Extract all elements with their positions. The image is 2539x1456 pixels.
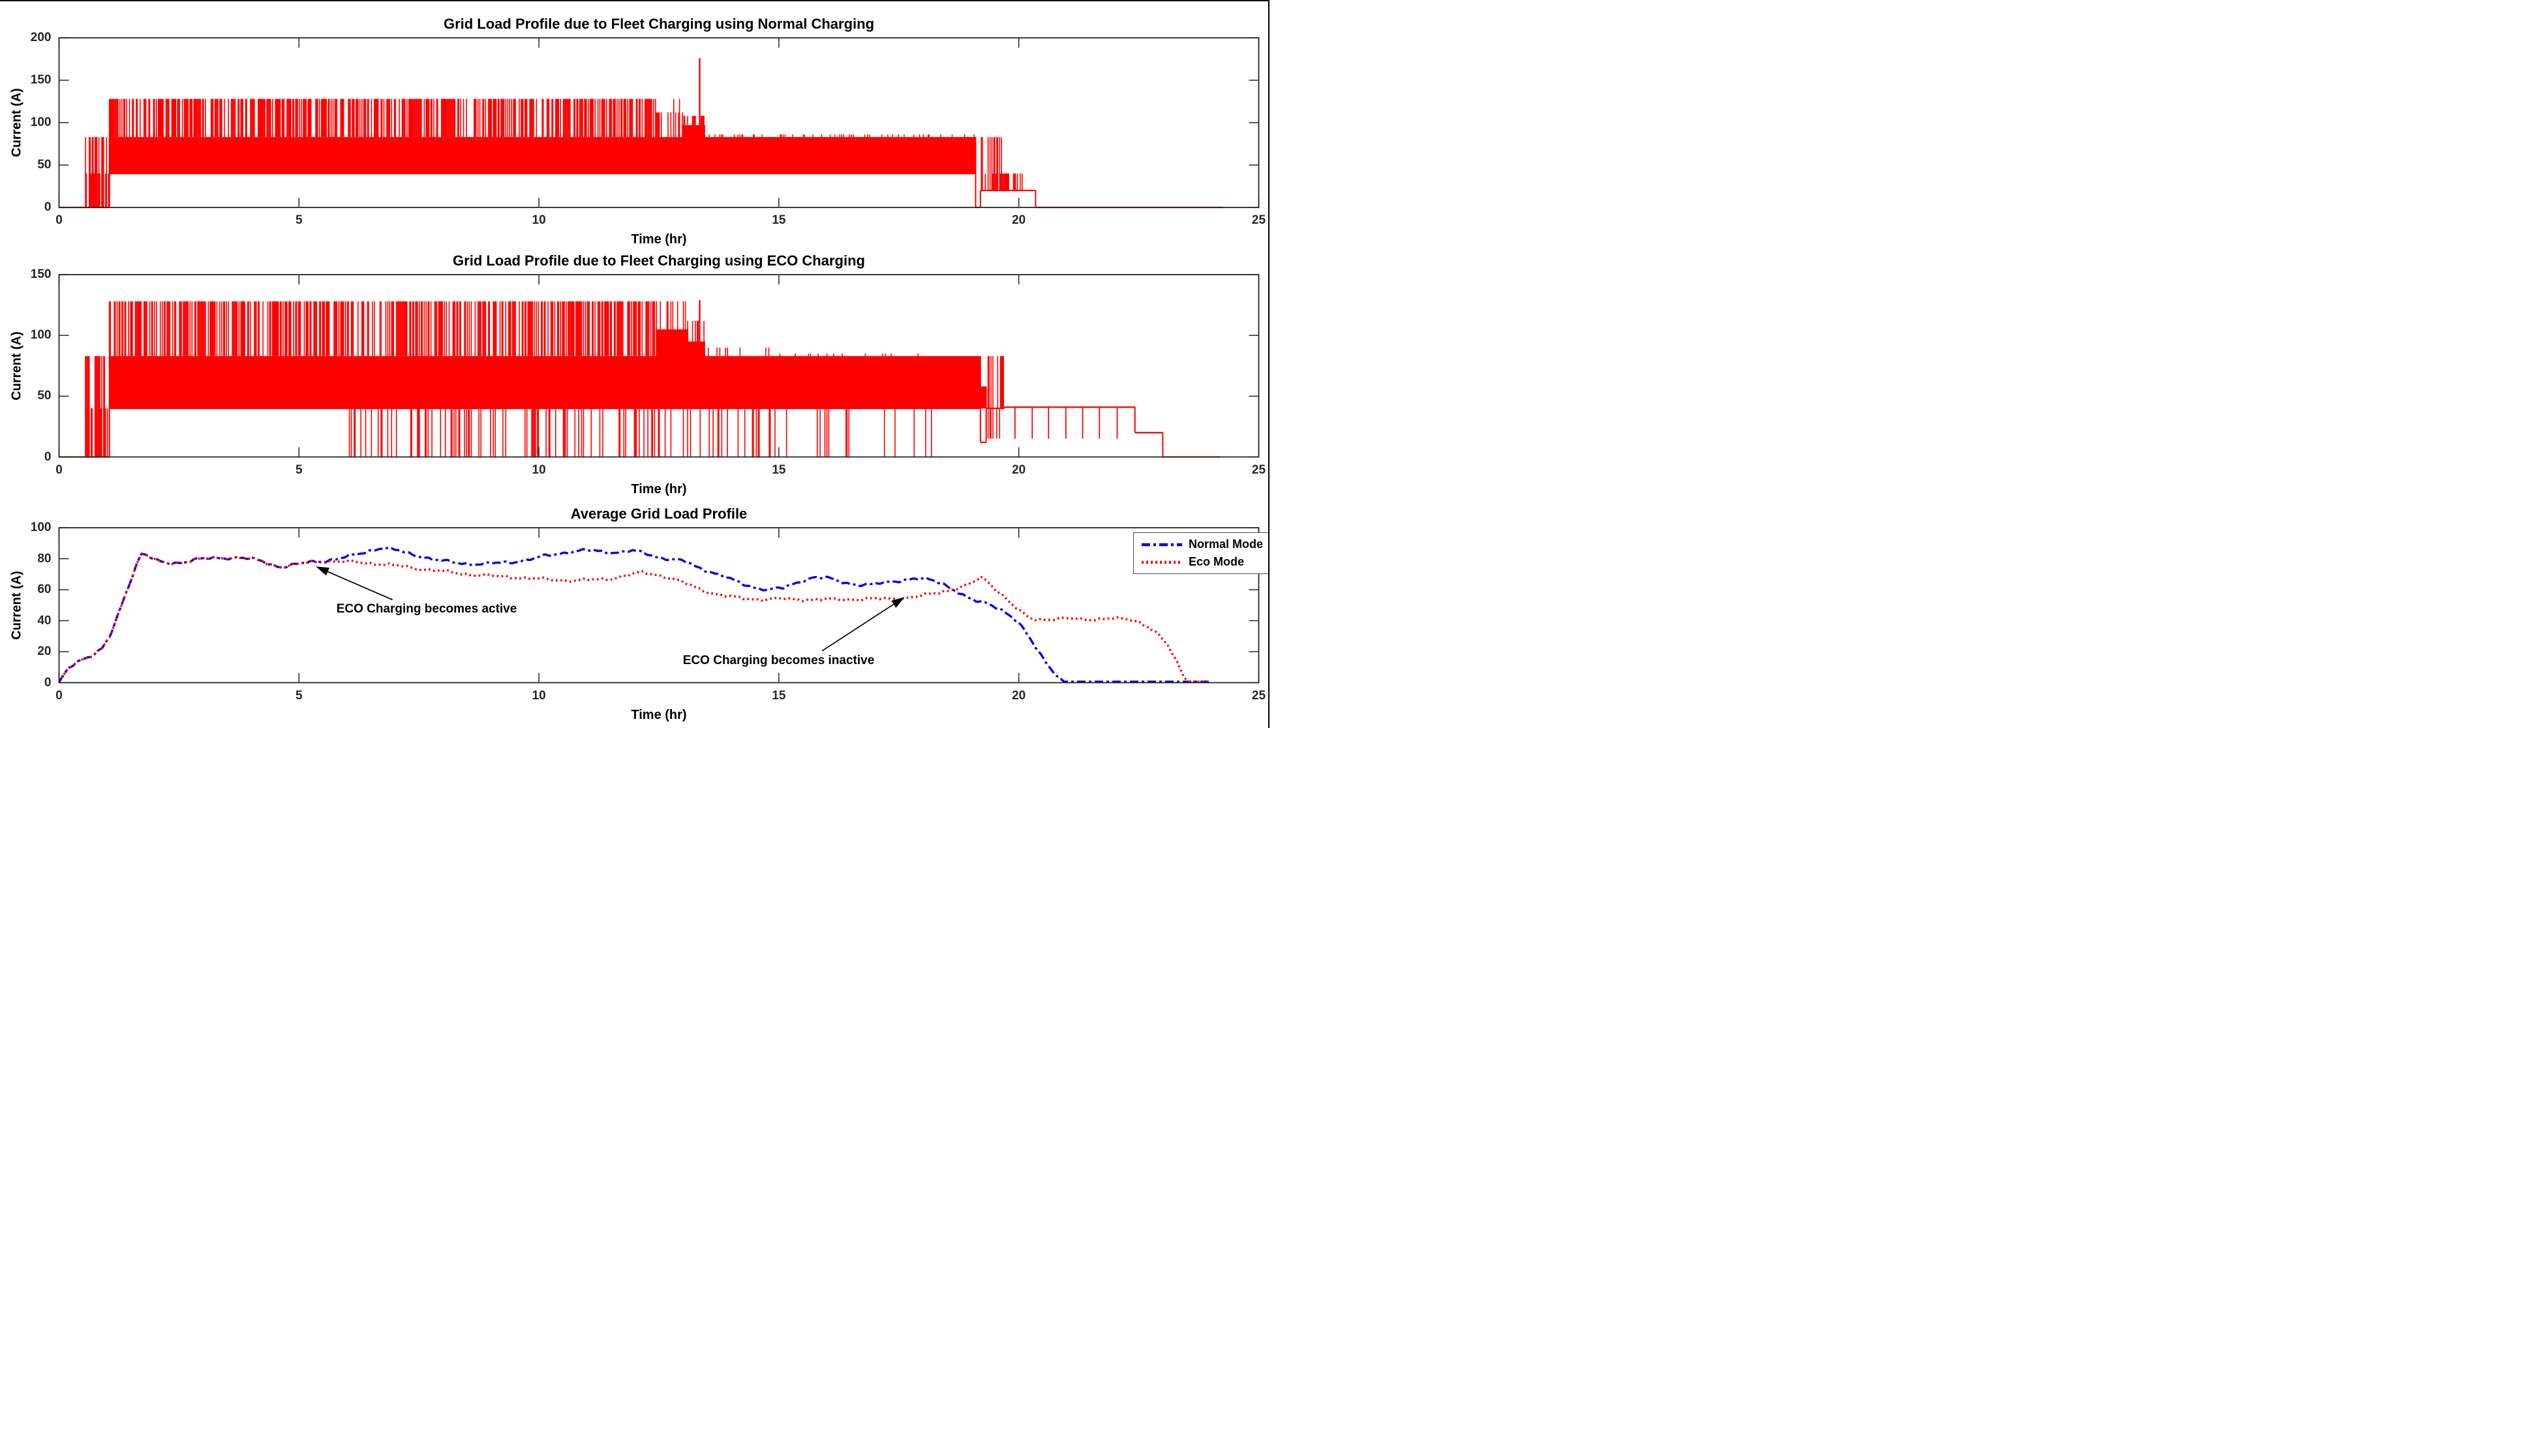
x-tick-label: 10 [532,688,546,703]
y-tick-label: 150 [30,267,52,281]
subplot2-title: Grid Load Profile due to Fleet Charging … [453,252,865,269]
plot-canvas [57,37,1260,684]
y-tick-label: 150 [30,73,52,87]
subplot1-xlabel: Time (hr) [631,232,687,247]
x-tick-label: 0 [55,688,63,703]
x-tick-label: 25 [1251,688,1266,703]
y-tick-label: 0 [44,449,52,464]
x-tick-label: 5 [296,213,303,227]
legend-label-eco: Eco Mode [1189,555,1245,568]
y-tick-label: 60 [37,583,52,596]
x-tick-label: 15 [772,688,786,703]
legend-item-eco-mode: Eco Mode [1140,555,1263,569]
subplot3-xlabel: Time (hr) [631,707,687,722]
normal-mode-line-sample [1142,543,1182,546]
y-tick-label: 0 [44,675,52,690]
x-tick-label: 0 [55,463,63,477]
y-tick-label: 50 [37,158,52,172]
x-tick-label: 10 [532,463,546,477]
figure: Grid Load Profile due to Fleet Charging … [0,0,1270,728]
x-tick-label: 0 [55,213,63,227]
x-tick-label: 25 [1251,213,1266,227]
x-tick-label: 15 [772,463,786,477]
y-tick-label: 100 [30,328,52,342]
x-tick-label: 5 [296,688,303,703]
y-tick-label: 20 [37,645,52,658]
y-tick-label: 100 [30,521,52,534]
annotation-eco-inactive: ECO Charging becomes inactive [682,654,875,668]
x-tick-label: 15 [772,213,786,227]
subplot2-xlabel: Time (hr) [631,481,687,496]
x-tick-label: 20 [1012,688,1026,703]
x-tick-label: 20 [1012,213,1026,227]
x-tick-label: 5 [296,463,303,477]
y-tick-label: 200 [30,31,52,44]
y-tick-label: 80 [37,551,52,566]
y-tick-label: 100 [30,115,52,129]
legend-item-normal-mode: Normal Mode [1140,538,1263,551]
y-tick-label: 0 [44,200,52,214]
subplot3-title: Average Grid Load Profile [570,506,748,522]
eco-mode-line-sample [1142,560,1182,564]
annotation-eco-active: ECO Charging becomes active [336,602,517,616]
x-tick-label: 25 [1251,463,1266,477]
subplot1-title: Grid Load Profile due to Fleet Charging … [443,16,875,32]
subplot3-ylabel: Current (A) [9,570,24,640]
x-tick-label: 10 [532,213,546,227]
legend: Normal Mode Eco Mode [1133,532,1268,574]
y-tick-label: 50 [37,389,52,403]
x-tick-label: 20 [1012,463,1026,477]
legend-label-normal: Normal Mode [1189,538,1264,551]
y-tick-label: 40 [37,613,52,628]
